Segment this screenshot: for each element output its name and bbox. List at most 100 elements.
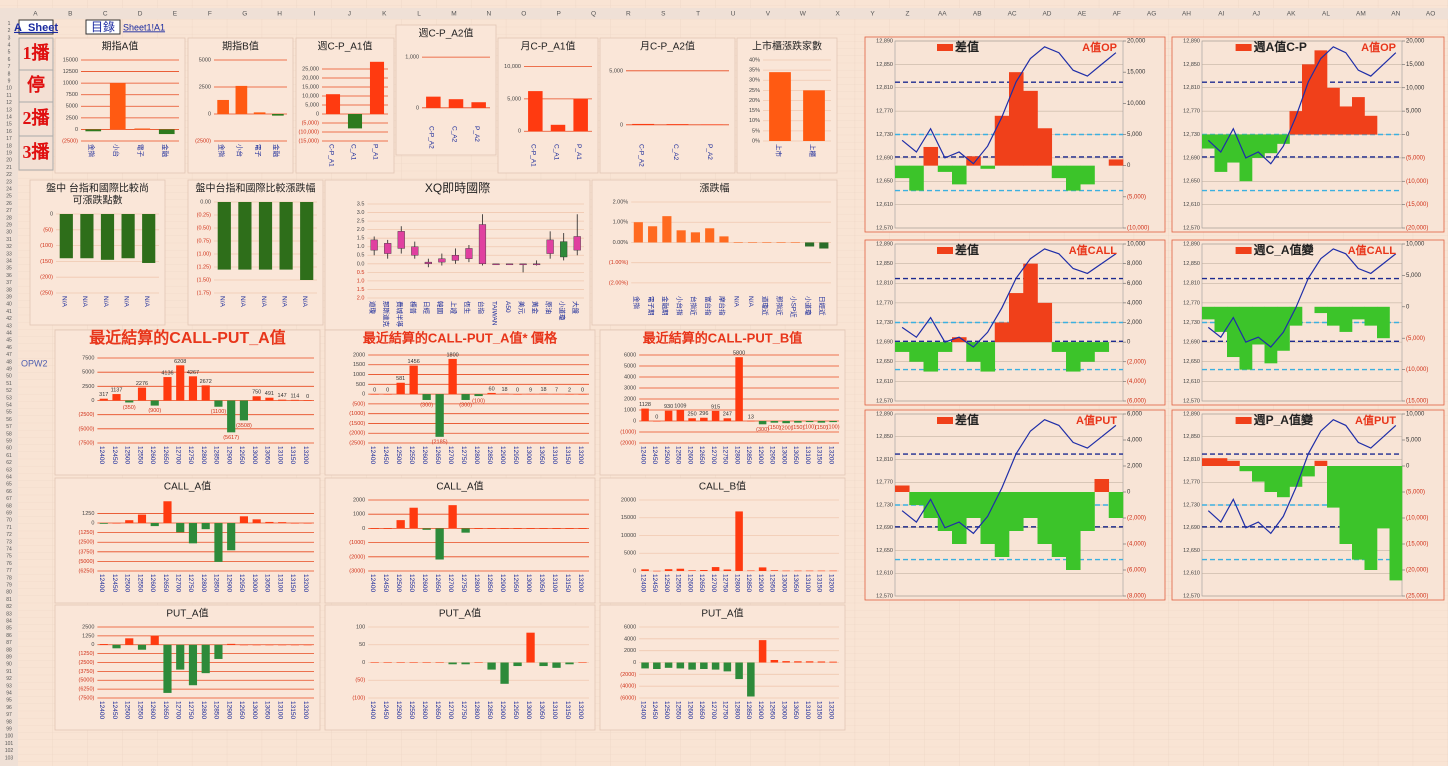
bar	[278, 399, 287, 401]
row-header: 70	[6, 518, 12, 524]
bar	[770, 570, 779, 571]
bar	[817, 421, 826, 423]
play2-button[interactable]	[18, 101, 54, 137]
bar	[158, 129, 175, 135]
bar	[99, 523, 108, 524]
y-tick-label: (2000)	[349, 431, 365, 437]
play1-label[interactable]: 1播	[23, 42, 51, 63]
x-tick-label: 12900	[499, 701, 506, 719]
bar	[794, 421, 802, 423]
row-header: 68	[6, 503, 12, 509]
candle-body	[438, 258, 446, 263]
bar	[188, 523, 198, 544]
bar	[664, 569, 673, 571]
play3-label[interactable]: 3播	[23, 141, 51, 162]
play1-button[interactable]	[18, 37, 54, 71]
row-header: 50	[6, 374, 12, 380]
data-label: 18	[502, 387, 508, 393]
y-tick-label: 0	[362, 392, 365, 398]
x-tick-label: N/A	[122, 296, 129, 308]
chart-title: 最近結算的CALL-PUT_A值	[89, 328, 285, 347]
candle-body	[573, 236, 581, 251]
x-tick-label: 12600	[421, 574, 428, 592]
data-label: (100)	[803, 425, 816, 431]
bar	[794, 661, 802, 663]
row-header: 30	[6, 230, 12, 236]
bar	[758, 640, 767, 663]
chart-title: CALL_A值	[436, 480, 483, 493]
play3-button[interactable]	[18, 135, 54, 171]
menu-button-label[interactable]: 目錄	[91, 19, 115, 34]
legend-swatch	[937, 417, 953, 424]
row-header: 18	[6, 143, 12, 149]
y-tick-label: 0	[91, 520, 94, 526]
y-tick-label: (50)	[355, 678, 365, 684]
bar	[163, 644, 172, 693]
y2-tick-label: 0	[1406, 132, 1410, 138]
x-tick-label: 12650	[162, 446, 169, 464]
y-tick-label: (5,000)	[302, 120, 320, 126]
bar	[711, 567, 720, 571]
bar	[150, 635, 159, 645]
column-header: AL	[1322, 11, 1330, 18]
row-header: 22	[6, 172, 12, 178]
bar	[803, 90, 825, 141]
y-tick-label: 0	[316, 111, 319, 117]
bar	[290, 523, 299, 524]
row-header: 1	[8, 21, 11, 27]
menu-button[interactable]	[85, 19, 121, 35]
y2-tick-label: (6,000)	[1127, 568, 1146, 574]
y-tick-label: 15000	[63, 57, 78, 63]
row-header: 99	[6, 727, 12, 733]
y2-tick-label: (25,000)	[1406, 594, 1428, 600]
row-header: 31	[6, 237, 12, 243]
play2-label[interactable]: 2播	[23, 107, 51, 128]
x-tick-label: N/A	[102, 296, 109, 308]
column-header: AD	[1042, 11, 1051, 18]
row-header: 65	[6, 482, 12, 488]
y-tick-label: 0.5	[357, 270, 365, 276]
area-bar	[1289, 466, 1303, 487]
bar	[121, 214, 135, 259]
chart-title: XQ即時國際	[425, 181, 490, 195]
row-header: 66	[6, 489, 12, 495]
bar	[227, 643, 236, 645]
y-tick-label: (2000)	[620, 440, 636, 446]
area-bar	[1364, 115, 1378, 135]
column-header: Z	[905, 11, 909, 18]
y-tick-label: 0	[208, 111, 211, 117]
sheet-button[interactable]	[18, 19, 54, 35]
x-tick-label: N/A	[747, 296, 754, 308]
area-bar	[1339, 306, 1353, 332]
y2-tick-label: (20,000)	[1406, 226, 1428, 232]
y2-tick-label: 5,000	[1406, 109, 1422, 115]
row-header: 101	[5, 741, 14, 747]
bar	[303, 523, 312, 524]
stop-button[interactable]	[18, 69, 54, 103]
area-bar	[1051, 165, 1067, 179]
bar	[769, 72, 791, 141]
row-header: 26	[6, 201, 12, 207]
bar	[723, 662, 732, 672]
data-label: 1456	[408, 359, 420, 365]
x-tick-label: 12700	[447, 574, 454, 592]
area-bar	[1051, 342, 1067, 352]
y-tick-label: 5000	[66, 104, 78, 110]
y-tick-label: 1000	[353, 372, 365, 378]
bar	[688, 662, 696, 670]
bar	[235, 85, 248, 114]
bar	[817, 570, 826, 572]
stop-label[interactable]: 停	[27, 74, 45, 95]
legend-swatch	[1235, 247, 1252, 254]
bar	[474, 662, 483, 663]
y-tick-label: 12,610	[876, 571, 893, 577]
bar	[134, 128, 151, 130]
y-tick-label: 0	[633, 660, 636, 666]
x-tick-label: 12700	[710, 446, 717, 464]
y-tick-label: (7500)	[78, 695, 94, 701]
column-header: P	[556, 11, 560, 18]
sheet-button-label[interactable]: A_Sheet	[14, 22, 58, 34]
link[interactable]: Sheet1!A1	[123, 22, 165, 32]
x-tick-label: P_A2	[473, 126, 480, 142]
data-label: 4267	[187, 370, 199, 376]
